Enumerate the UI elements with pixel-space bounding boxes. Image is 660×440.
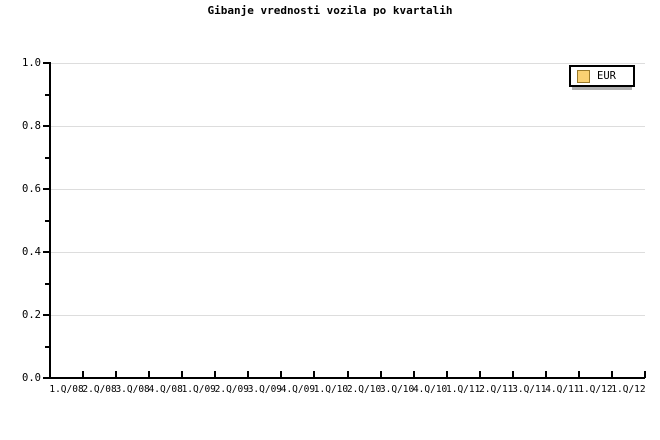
gridline — [50, 315, 645, 316]
x-tick — [379, 371, 382, 378]
x-tick — [478, 371, 481, 378]
y-tick-major — [43, 125, 50, 127]
x-tick — [511, 371, 514, 378]
x-axis-label: 1.Q/12 — [578, 384, 613, 395]
y-axis-label: 0.6 — [22, 183, 41, 195]
x-tick — [82, 371, 85, 378]
x-axis-label: 1.Q/10 — [313, 384, 349, 395]
y-axis-label: 0.4 — [22, 246, 41, 258]
y-tick-major — [43, 314, 50, 316]
y-tick-minor — [45, 93, 50, 96]
x-tick — [181, 371, 184, 378]
y-tick-minor — [45, 345, 50, 348]
x-axis-label: 3.Q/10 — [379, 384, 415, 395]
x-tick — [644, 371, 646, 378]
x-axis-label: 4.Q/08 — [148, 384, 183, 395]
y-axis-label: 0.0 — [22, 372, 41, 384]
legend-swatch-eur — [577, 69, 590, 83]
y-tick-minor — [45, 156, 50, 159]
x-axis-spine — [49, 377, 645, 379]
x-axis-label: 4.Q/11 — [545, 384, 580, 395]
y-axis-label: 0.8 — [22, 120, 41, 132]
y-tick-minor — [45, 282, 50, 285]
legend[interactable]: EUR — [569, 65, 635, 87]
x-axis-label: 1.Q/08 — [49, 384, 84, 395]
x-axis-label: 4.Q/10 — [412, 384, 448, 395]
legend-label-eur: EUR — [597, 70, 616, 82]
y-axis-label: 0.2 — [22, 309, 41, 321]
x-axis-label: 1.Q/11 — [446, 384, 481, 395]
plot-area — [50, 63, 645, 379]
x-tick — [214, 371, 217, 378]
x-tick — [610, 371, 613, 378]
gridline — [50, 252, 645, 253]
x-tick — [577, 371, 580, 378]
x-axis-label: 2.Q/09 — [214, 384, 249, 395]
x-tick — [148, 371, 151, 378]
y-tick-major — [43, 62, 50, 64]
x-axis-label: 2.Q/08 — [82, 384, 117, 395]
x-axis-label: 3.Q/11 — [512, 384, 547, 395]
x-axis-label: 4.Q/09 — [280, 384, 316, 395]
x-axis-label: 1.Q/09 — [181, 384, 216, 395]
x-tick — [412, 371, 415, 378]
x-axis-label: 2.Q/10 — [346, 384, 382, 395]
y-tick-major — [43, 188, 50, 190]
x-tick — [544, 371, 547, 378]
x-axis-label: 3.Q/09 — [247, 384, 283, 395]
gridline — [50, 189, 645, 190]
x-tick — [280, 371, 283, 378]
chart-title: Gibanje vrednosti vozila po kvartalih — [207, 4, 453, 17]
x-axis-label: 1.Q/12 — [611, 384, 646, 395]
y-tick-major — [43, 377, 50, 379]
gridline — [50, 126, 645, 127]
x-tick — [313, 371, 316, 378]
gridline — [50, 63, 645, 64]
x-axis-label: 2.Q/11 — [479, 384, 514, 395]
x-tick — [49, 371, 51, 378]
y-tick-minor — [45, 219, 50, 222]
x-tick — [247, 371, 250, 378]
y-axis-spine — [49, 62, 51, 379]
x-tick — [445, 371, 448, 378]
x-tick — [346, 371, 349, 378]
y-axis-label: 1.0 — [22, 57, 41, 69]
x-axis-label: 3.Q/08 — [115, 384, 150, 395]
y-tick-major — [43, 251, 50, 253]
x-tick — [115, 371, 118, 378]
